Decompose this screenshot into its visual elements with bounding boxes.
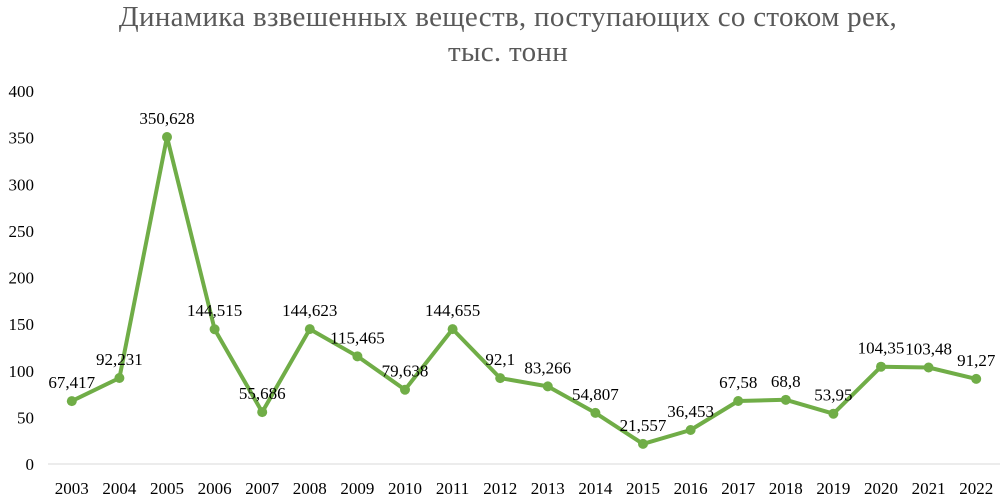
- x-tick-label: 2006: [198, 479, 232, 498]
- data-label: 67,58: [719, 373, 757, 392]
- data-label: 36,453: [667, 402, 714, 421]
- x-tick-label: 2018: [769, 479, 803, 498]
- y-tick-label: 250: [9, 222, 35, 241]
- y-tick-label: 150: [9, 315, 35, 334]
- data-label: 54,807: [572, 385, 619, 404]
- x-axis-ticks: 2003 2004 2005 2006 2007 2008 2009 2010 2011 2012…: [55, 479, 993, 498]
- data-point: [923, 362, 934, 373]
- y-tick-label: 50: [17, 408, 34, 427]
- x-tick-label: 2010: [388, 479, 422, 498]
- x-tick-label: 2003: [55, 479, 89, 498]
- y-tick-label: 350: [9, 129, 35, 148]
- y-tick-label: 200: [9, 269, 35, 288]
- data-point: [66, 396, 77, 407]
- data-label: 79,638: [382, 362, 429, 381]
- y-axis-ticks: 0 50 100 150 200 250 300 350 400: [9, 82, 35, 474]
- x-tick-label: 2005: [150, 479, 184, 498]
- x-tick-label: 2017: [721, 479, 756, 498]
- data-label: 144,515: [187, 301, 242, 320]
- data-point: [162, 132, 172, 143]
- data-label: 68,8: [771, 372, 801, 391]
- y-tick-label: 100: [9, 362, 35, 381]
- data-point: [209, 324, 220, 335]
- data-point: [352, 351, 363, 362]
- x-tick-label: 2019: [816, 479, 850, 498]
- data-point: [876, 361, 886, 372]
- data-point: [685, 425, 696, 436]
- y-tick-label: 300: [9, 175, 35, 194]
- x-tick-label: 2008: [293, 479, 327, 498]
- data-label: 67,417: [48, 373, 95, 392]
- x-tick-label: 2011: [436, 479, 469, 498]
- chart-title-line-1: Динамика взвешенных веществ, поступающих…: [119, 1, 897, 33]
- data-points: [66, 132, 982, 449]
- data-label: 103,48: [905, 340, 952, 359]
- data-label: 144,655: [425, 301, 480, 320]
- x-tick-label: 2020: [864, 479, 898, 498]
- y-tick-label: 400: [9, 82, 35, 101]
- data-point: [447, 324, 458, 335]
- data-label: 104,35: [858, 339, 905, 358]
- data-label: 92,1: [485, 350, 515, 369]
- x-tick-label: 2016: [674, 479, 708, 498]
- data-label: 53,95: [814, 386, 852, 405]
- data-point: [590, 407, 601, 418]
- series-line: [69, 135, 979, 446]
- x-tick-label: 2014: [578, 479, 613, 498]
- x-tick-label: 2022: [959, 479, 993, 498]
- data-point: [828, 408, 839, 419]
- x-tick-label: 2007: [245, 479, 280, 498]
- data-point: [638, 438, 648, 449]
- data-label: 115,465: [330, 328, 385, 347]
- data-label: 55,686: [239, 384, 286, 403]
- data-label: 92,231: [96, 350, 143, 369]
- x-tick-label: 2015: [626, 479, 660, 498]
- data-point: [257, 407, 268, 418]
- x-tick-label: 2004: [102, 479, 137, 498]
- y-tick-label: 0: [26, 455, 35, 474]
- data-label: 350,628: [139, 109, 194, 128]
- data-point: [733, 395, 744, 406]
- data-label: 91,27: [957, 351, 996, 370]
- x-tick-label: 2013: [531, 479, 565, 498]
- x-tick-label: 2009: [340, 479, 374, 498]
- data-label: 144,623: [282, 301, 337, 320]
- data-point: [304, 324, 315, 335]
- data-point: [114, 372, 125, 383]
- data-label: 83,266: [524, 358, 571, 377]
- x-tick-label: 2021: [912, 479, 946, 498]
- data-point: [780, 394, 791, 405]
- data-point: [400, 384, 410, 395]
- chart-title-line-2: тыс. тонн: [448, 36, 568, 68]
- data-label: 21,557: [620, 416, 667, 435]
- data-point: [495, 373, 506, 384]
- x-tick-label: 2012: [483, 479, 517, 498]
- data-point: [971, 373, 982, 384]
- data-point: [542, 381, 553, 392]
